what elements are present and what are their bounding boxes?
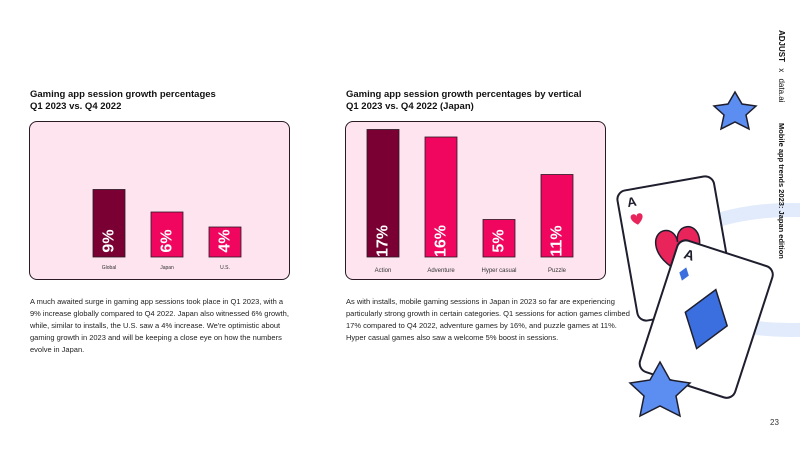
left-chart-panel: 9% Global 6% Japan 4% U.S.: [29, 121, 290, 280]
bar-data-label: 4%: [217, 229, 234, 252]
star-icon: [712, 90, 758, 131]
right-body-text: As with installs, mobile gaming sessions…: [346, 297, 630, 342]
x-tick-label: Global: [102, 265, 116, 271]
x-tick-label: Japan: [160, 265, 174, 271]
left-body-text: A much awaited surge in gaming app sessi…: [30, 297, 289, 354]
heart-card-rank: A: [626, 194, 638, 211]
right-chart-panel: 17% Action 16% Adventure 5% Hyper casual 11% Pu…: [345, 121, 606, 280]
diamond-icon: [684, 288, 729, 350]
bar-data-label: 6%: [159, 229, 176, 252]
left-bar-chart: 9% Global 6% Japan 4% U.S.: [92, 189, 242, 271]
bar-data-label: 11%: [549, 225, 566, 256]
right-bar-chart: 17% Action 16% Adventure 5% Hyper casual 11% Pu…: [366, 129, 574, 274]
x-tick-label: Action: [375, 268, 392, 274]
right-chart-title: Gaming app session growth percentages by…: [346, 89, 581, 113]
bar-data-label: 5%: [491, 229, 508, 252]
star-icon: [628, 360, 692, 418]
bar-japan: [150, 211, 184, 258]
bar-data-label: 9%: [101, 229, 118, 252]
heart-icon: [630, 213, 643, 225]
x-tick-label: Hyper casual: [481, 268, 516, 274]
diamond-card: A: [638, 239, 774, 399]
right-chart-title-line2: Q1 2023 vs. Q4 2022 (Japan): [346, 101, 474, 112]
brand-logo: ADJUST x data.ai: [777, 30, 786, 103]
bar-puzzle: [540, 174, 574, 258]
bar-adventure: [424, 136, 458, 258]
brand-adjust: ADJUST: [777, 30, 786, 63]
right-chart-title-line1: Gaming app session growth percentages by…: [346, 89, 582, 100]
left-chart-title-line2: Q1 2023 vs. Q4 2022: [30, 101, 122, 112]
bar-global: [92, 189, 126, 258]
bar-action: [366, 129, 400, 258]
diamond-icon: [679, 267, 689, 281]
brand-times: x: [777, 68, 786, 73]
bar-u-s-: [208, 226, 242, 258]
x-tick-label: Puzzle: [548, 268, 567, 274]
left-chart-title-line1: Gaming app session growth percentages: [30, 89, 216, 100]
bar-data-label: 16%: [433, 225, 450, 257]
left-chart-title: Gaming app session growth percentages Q1…: [30, 89, 216, 113]
bar-data-label: 17%: [375, 225, 392, 257]
report-title: Mobile app trends 2023: Japan edition: [777, 123, 786, 259]
page-number: 23: [770, 418, 779, 427]
x-tick-label: U.S.: [220, 265, 230, 271]
decorative-cards-illustration: A A: [590, 80, 800, 450]
x-tick-label: Adventure: [427, 268, 455, 274]
brand-dataai: data.ai: [777, 78, 786, 103]
diamond-card-rank: A: [682, 246, 697, 264]
bar-hyper-casual: [482, 219, 516, 258]
